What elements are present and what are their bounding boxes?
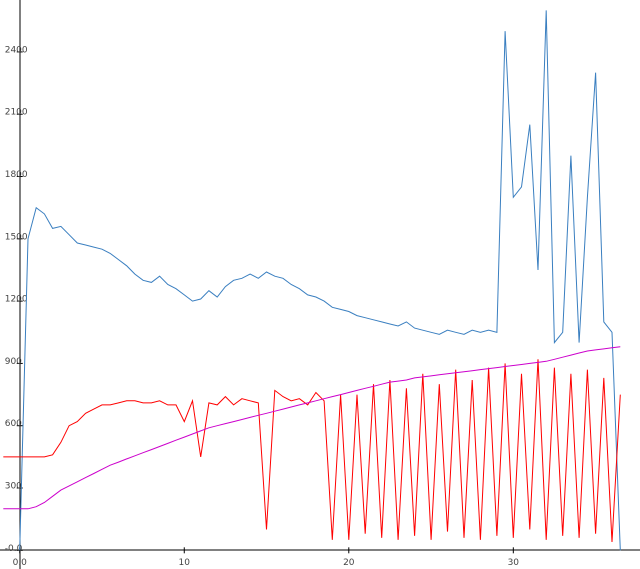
y-tick-label: 600 bbox=[5, 419, 22, 429]
y-tick-label: 2400 bbox=[5, 45, 28, 55]
y-tick-label: 2100 bbox=[5, 108, 28, 118]
y-tick-label: 900 bbox=[5, 357, 22, 367]
y-tick-label: 1800 bbox=[5, 170, 28, 180]
x-tick-label: 0.0 bbox=[13, 558, 28, 568]
x-tick-label: 20 bbox=[343, 558, 355, 568]
data-line bbox=[3, 346, 621, 510]
data-line bbox=[19, 10, 621, 551]
x-tick-label: 30 bbox=[508, 558, 520, 568]
y-tick-label: -0.0 bbox=[5, 544, 23, 554]
y-tick-label: 300 bbox=[5, 482, 22, 492]
data-line bbox=[3, 359, 621, 543]
y-tick-label: 1200 bbox=[5, 295, 28, 305]
y-tick-label: 1500 bbox=[5, 232, 28, 242]
x-tick-label: 10 bbox=[179, 558, 191, 568]
